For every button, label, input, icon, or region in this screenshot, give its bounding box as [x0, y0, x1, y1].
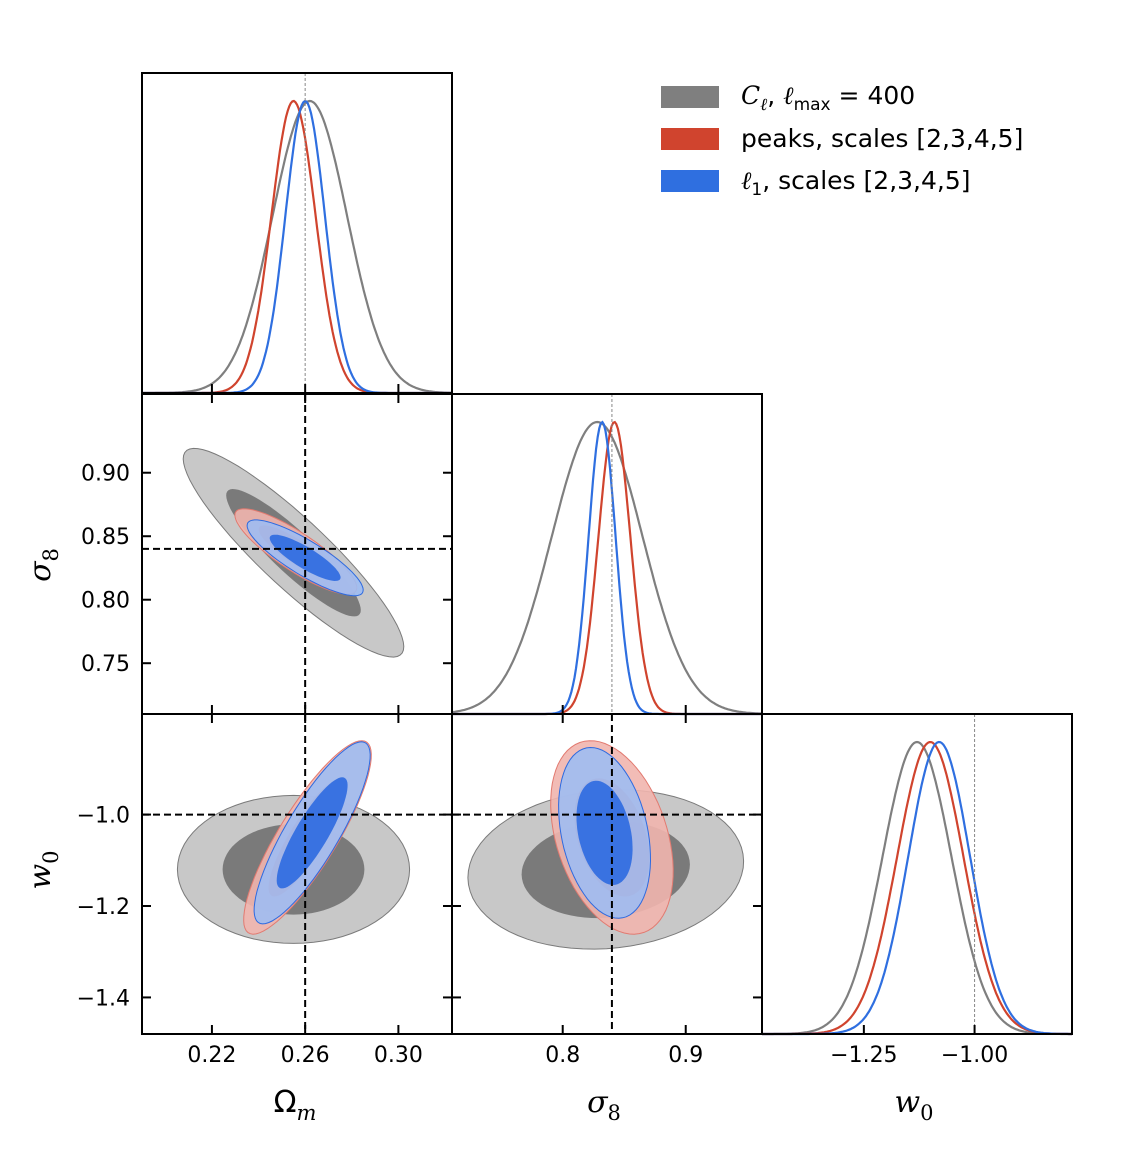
- ytick-label-s8-2: 0.85: [81, 525, 130, 550]
- ytick-label-w0-1: −1.2: [77, 895, 130, 920]
- ylabel-sigma8: σ8: [23, 548, 63, 582]
- marginal-w0-ell1_scales_2345: [762, 740, 1072, 1036]
- marginal-s8-ell1_scales_2345: [452, 420, 762, 716]
- truth-lines: [142, 73, 976, 1034]
- panel-frames: [141, 72, 1073, 1035]
- xtick-label-Om-1: 0.26: [281, 1043, 330, 1068]
- xlabel-w0: w0: [894, 1085, 933, 1125]
- ytick-label-w0-2: −1.0: [77, 804, 130, 829]
- ytick-label-s8-0: 0.75: [81, 652, 130, 677]
- xtick-label-s8-1: 0.9: [668, 1043, 703, 1068]
- marginal-w0-peaks_scales_2345: [762, 741, 1072, 1036]
- xtick-label-Om-0: 0.22: [187, 1043, 236, 1068]
- xtick-label-w0-1: −1.00: [941, 1043, 1008, 1068]
- marginal-Om-ell1_scales_2345: [142, 99, 452, 395]
- marginal-Om-C_ell_lmax_400: [142, 99, 452, 395]
- legend-swatch-peaks: [661, 128, 719, 150]
- marginal-s8-C_ell_lmax_400: [451, 420, 763, 715]
- marginal-w0-C_ell_lmax_400: [762, 740, 1072, 1036]
- panel-frame-2-2: [761, 713, 1073, 1035]
- xtick-label-s8-0: 0.8: [545, 1043, 580, 1068]
- ylabel-w0: w0: [23, 850, 63, 889]
- legend-swatch-ell1: [661, 170, 719, 192]
- marginal-s8-peaks_scales_2345: [452, 420, 762, 716]
- contour-fills: [176, 447, 745, 950]
- xlabel-omega-m: Ωm: [274, 1085, 317, 1125]
- contour-s8_w0-ell1_scales_2345-68: [576, 780, 633, 885]
- contour-Om_w0-ell1_scales_2345-68: [276, 777, 348, 889]
- marginal-Om-peaks_scales_2345: [142, 99, 452, 395]
- tick-marks: [142, 384, 976, 1034]
- contour-Om_s8-ell1_scales_2345-68: [269, 534, 341, 581]
- xtick-label-w0-0: −1.25: [830, 1043, 897, 1068]
- ytick-label-s8-1: 0.80: [81, 589, 130, 614]
- xlabel-sigma8: σ8: [587, 1085, 621, 1125]
- ytick-label-w0-0: −1.4: [77, 986, 130, 1011]
- legend: Cℓ, ℓmax = 400 peaks, scales [2,3,4,5] ℓ…: [661, 81, 1023, 200]
- legend-label-peaks: peaks, scales [2,3,4,5]: [741, 124, 1023, 153]
- tick-labels: 0.22 0.26 0.30 0.8 0.9 −1.25 −1.00 0.75 0.80 0.85…: [77, 462, 1009, 1068]
- legend-swatch-cl: [661, 86, 719, 108]
- ytick-label-s8-3: 0.90: [81, 462, 130, 487]
- xtick-label-Om-2: 0.30: [374, 1043, 423, 1068]
- legend-label-cl: Cℓ, ℓmax = 400: [741, 81, 915, 115]
- legend-label-ell1: ℓ1, scales [2,3,4,5]: [741, 166, 971, 200]
